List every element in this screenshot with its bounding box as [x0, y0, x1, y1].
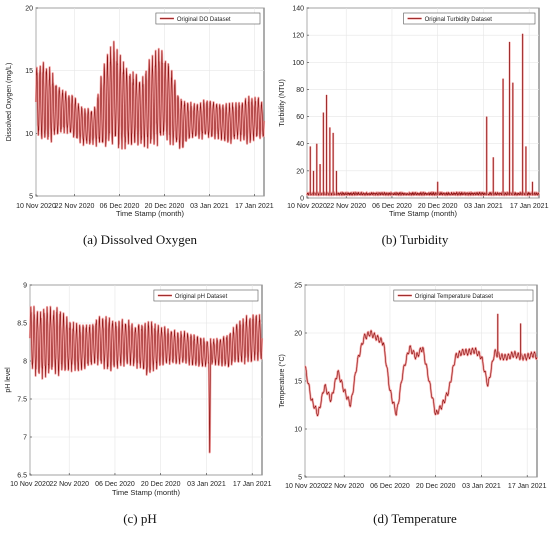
x-tick-label: 17 Jan 2021: [508, 483, 547, 490]
y-tick-label: 0: [300, 196, 304, 203]
y-axis-label: pH level: [5, 367, 12, 393]
legend: Original Temperature Dataset: [393, 289, 534, 302]
x-tick-label: 06 Dec 2020: [370, 483, 410, 490]
x-tick-label: 22 Nov 2020: [49, 481, 89, 488]
legend-entry: Original Temperature Dataset: [415, 294, 494, 300]
y-tick-label: 120: [292, 33, 304, 40]
legend-box: [393, 289, 534, 302]
y-tick-label: 8.5: [17, 321, 27, 328]
x-tick-label: 03 Jan 2021: [464, 203, 503, 210]
y-tick-label: 80: [296, 87, 304, 94]
x-tick-label: 20 Dec 2020: [145, 203, 185, 210]
y-tick-label: 15: [25, 68, 33, 75]
do-chart-panel: 5 10 15 20 10 Nov 2020 22 Nov 2020 06 Dec 2020…: [0, 0, 275, 219]
y-tick-label: 100: [292, 60, 304, 67]
x-axis-label: Time Stamp (month): [389, 209, 458, 218]
y-tick-label: 10: [25, 131, 33, 138]
series-line: [305, 33, 541, 197]
series-line: [34, 40, 266, 150]
x-tick-label: 10 Nov 2020: [16, 203, 56, 210]
x-axis-label: Time Stamp (month): [116, 209, 185, 218]
x-tick-label: 03 Jan 2021: [462, 483, 501, 490]
x-tick-label: 10 Nov 2020: [287, 203, 327, 210]
turbidity-chart-panel: 0 20 40 60 80 100 120 140 10 Nov 2020 22 Nov 2020…: [275, 0, 550, 219]
legend: Original Turbidity Dataset: [403, 12, 536, 25]
y-axis-label: Turbidity (NTU): [279, 79, 286, 127]
temperature-chart: 5 10 15 20 25 10 Nov 2020 22 Nov 2020 06 Dec 20…: [278, 283, 547, 491]
y-tick-label: 20: [296, 168, 304, 175]
y-tick-label: 60: [296, 114, 304, 121]
legend-entry: Original Turbidity Dataset: [425, 17, 493, 23]
y-tick-label: 40: [296, 141, 304, 148]
do-caption: (a) Dissolved Oxygen: [82, 232, 198, 247]
y-tick-label: 7: [23, 435, 27, 442]
y-tick-label: 140: [292, 6, 304, 13]
x-tick-label: 20 Dec 2020: [141, 481, 181, 488]
x-axis-label: Time Stamp (month): [112, 488, 181, 497]
legend-entry: Original DO Dataset: [177, 17, 231, 23]
series-line: [28, 305, 264, 454]
legend: Original pH Dataset: [153, 289, 259, 302]
y-tick-label: 8: [23, 359, 27, 366]
series-line: [304, 313, 539, 417]
plot-area: [29, 284, 263, 476]
series-path: [35, 41, 265, 150]
x-tick-label: 22 Nov 2020: [324, 483, 364, 490]
y-tick-label: 7.5: [17, 397, 27, 404]
x-tick-label: 10 Nov 2020: [10, 481, 50, 488]
y-tick-label: 10: [294, 427, 302, 434]
x-tick-label: 17 Jan 2021: [233, 481, 272, 488]
series-path: [29, 306, 263, 453]
x-tick-label: 22 Nov 2020: [55, 203, 95, 210]
y-tick-label: 5: [29, 194, 33, 201]
y-tick-label: 6.5: [17, 473, 27, 480]
legend-box: [153, 289, 259, 302]
ph-chart-panel: 6.5 7 7.5 8 8.5 9 10 Nov 2020 22 Nov 2020 06 Dec…: [0, 275, 275, 500]
x-tick-label: 20 Dec 2020: [418, 203, 458, 210]
turbidity-caption: (b) Turbidity: [381, 232, 449, 247]
ph-chart: 6.5 7 7.5 8 8.5 9 10 Nov 2020 22 Nov 2020 06 Dec…: [5, 283, 272, 498]
x-tick-label: 17 Jan 2021: [510, 203, 549, 210]
x-tick-label: 03 Jan 2021: [187, 481, 226, 488]
y-tick-label: 25: [294, 283, 302, 290]
x-tick-label: 17 Jan 2021: [235, 203, 274, 210]
y-tick-label: 20: [294, 331, 302, 338]
y-tick-label: 15: [294, 379, 302, 386]
y-tick-label: 20: [25, 6, 33, 13]
x-tick-label: 20 Dec 2020: [416, 483, 456, 490]
x-tick-label: 22 Nov 2020: [326, 203, 366, 210]
x-tick-label: 03 Jan 2021: [190, 203, 229, 210]
temperature-caption: (d) Temperature: [373, 511, 457, 526]
temperature-chart-panel: 5 10 15 20 25 10 Nov 2020 22 Nov 2020 06 Dec 20…: [275, 275, 550, 500]
y-axis-label: Dissolved Oxygen (mg/L): [6, 63, 13, 142]
series-path: [306, 191, 540, 196]
x-tick-label: 10 Nov 2020: [285, 483, 325, 490]
turbidity-chart: 0 20 40 60 80 100 120 140 10 Nov 2020 22 Nov 2020…: [279, 6, 549, 219]
y-axis-label: Temperature (°C): [278, 354, 286, 408]
legend-box: [403, 12, 536, 25]
ph-caption: (c) pH: [123, 511, 157, 526]
x-tick-label: 06 Dec 2020: [95, 481, 135, 488]
legend-box: [155, 12, 261, 25]
legend: Original DO Dataset: [155, 12, 261, 25]
x-tick-label: 06 Dec 2020: [100, 203, 140, 210]
legend-entry: Original pH Dataset: [175, 294, 228, 300]
plot-area: [306, 7, 540, 199]
y-tick-label: 9: [23, 283, 27, 290]
x-tick-label: 06 Dec 2020: [372, 203, 412, 210]
y-tick-label: 5: [298, 475, 302, 482]
